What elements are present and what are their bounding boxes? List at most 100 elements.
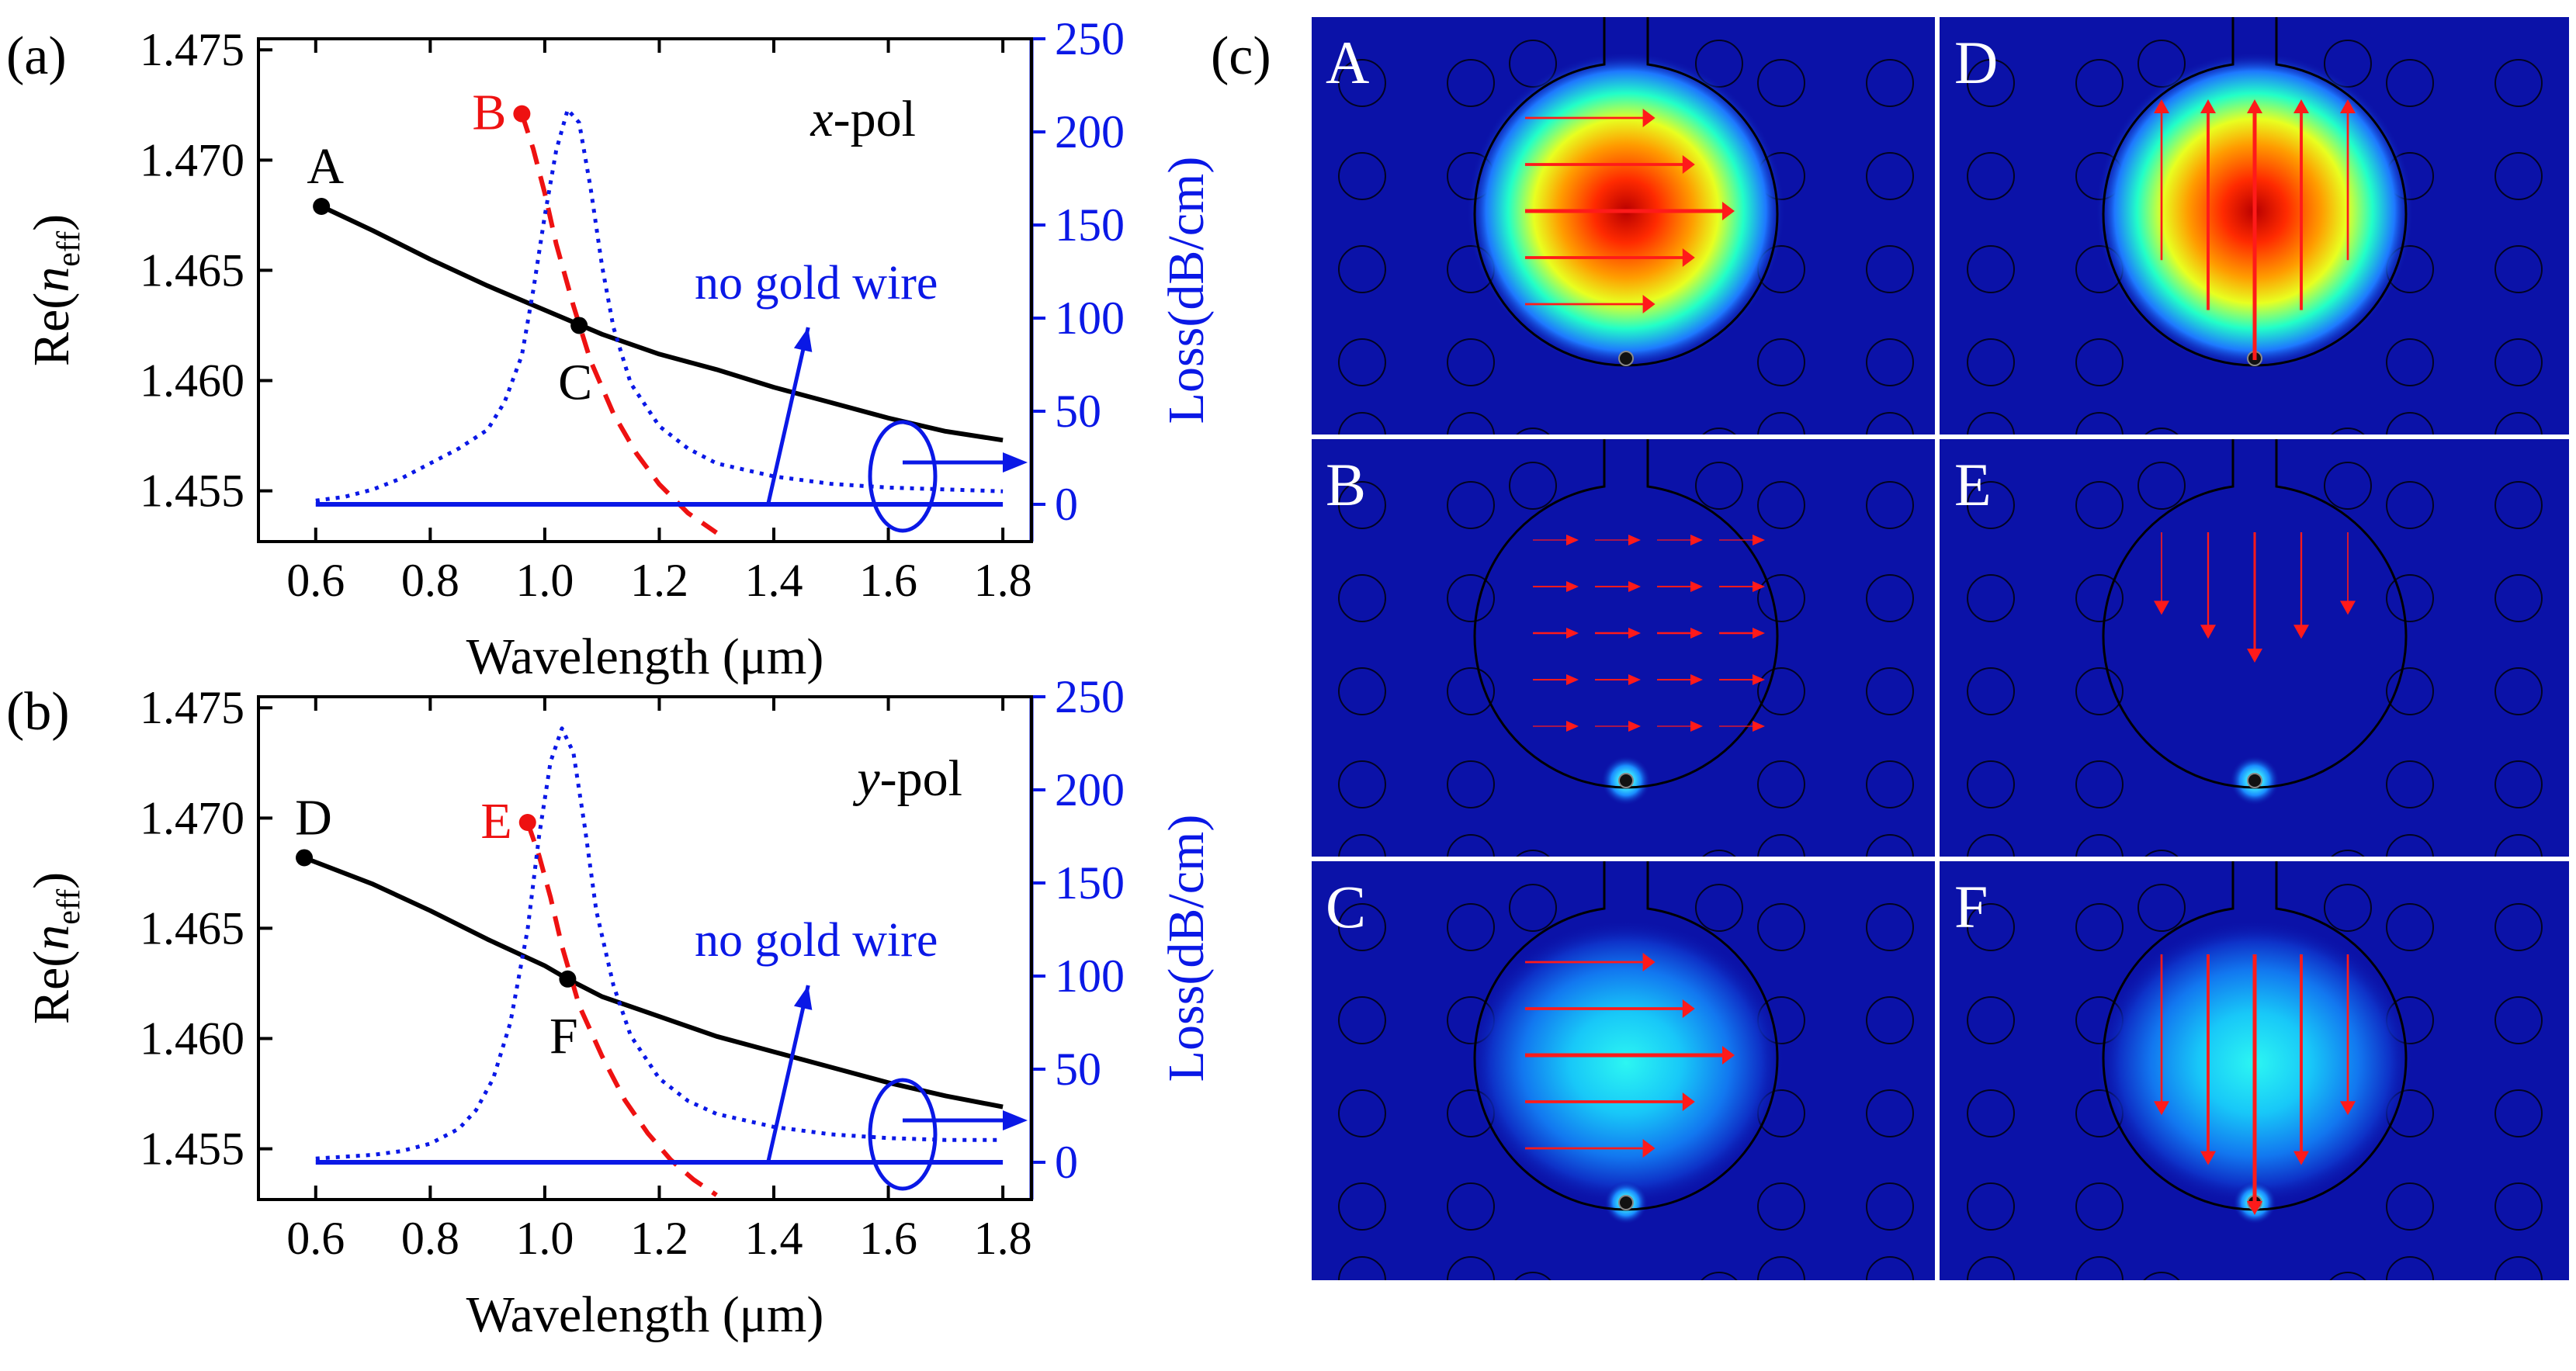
field-arrowhead — [1753, 580, 1765, 593]
air-hole — [1967, 1182, 2015, 1231]
panel-label-c: (c) — [1211, 26, 1271, 86]
air-hole — [2329, 850, 2366, 858]
air-hole — [1757, 903, 1805, 951]
field-arrowhead — [1753, 720, 1765, 732]
field-arrowhead — [1690, 534, 1703, 546]
air-hole — [2386, 1256, 2434, 1280]
air-hole — [1447, 1256, 1495, 1280]
field-arrowhead — [1682, 999, 1695, 1018]
air-hole — [1338, 412, 1386, 436]
chart-a-annotation: no gold wire — [695, 257, 938, 310]
air-hole — [2075, 412, 2124, 436]
field-arrowhead — [2247, 1201, 2262, 1215]
air-hole — [1338, 996, 1386, 1044]
air-hole — [1338, 903, 1386, 951]
field-arrowhead — [2293, 99, 2309, 113]
chart-a-y2-tick-label: 200 — [1055, 106, 1125, 158]
air-hole — [2075, 59, 2124, 107]
field-panel-label-b: B — [1326, 451, 1366, 518]
field-panel-label-d: D — [1954, 29, 1998, 96]
field-arrowhead — [1566, 627, 1579, 639]
air-hole — [2495, 834, 2543, 858]
panel-label-a: (a) — [6, 26, 67, 86]
air-hole — [1967, 903, 2015, 951]
chart-a-y2-tick-label: 50 — [1055, 386, 1101, 437]
field-arrowhead — [1642, 1139, 1656, 1158]
air-hole — [1967, 1256, 2015, 1280]
chart-b-x-axis-label: Wavelength (μm) — [466, 1286, 824, 1343]
field-arrowhead — [1690, 673, 1703, 686]
chart-b-marker-d — [296, 849, 314, 867]
chart-b-x-tick-label: 1.2 — [630, 1213, 688, 1264]
field-arrowhead — [1628, 534, 1641, 546]
air-hole — [2495, 245, 2543, 293]
air-hole — [1514, 428, 1551, 436]
air-hole — [1866, 152, 1914, 200]
field-arrowhead — [1566, 580, 1579, 593]
chart-b-x-tick-label: 1.4 — [745, 1213, 803, 1264]
field-arrowhead — [2340, 99, 2356, 113]
field-panel-content — [1338, 439, 1914, 858]
field-arrowhead — [2200, 99, 2216, 113]
air-hole — [1866, 481, 1914, 529]
air-hole — [1866, 1182, 1914, 1231]
gold-wire — [1618, 351, 1634, 366]
field-arrowhead — [1753, 673, 1765, 686]
field-panel-b: B — [1312, 439, 1940, 858]
air-hole — [1338, 1256, 1386, 1280]
chart-a-axis-indicator-arrowhead — [1003, 452, 1028, 473]
field-panel-label-c: C — [1326, 873, 1366, 940]
chart-a-marker-label-b: B — [472, 85, 506, 141]
chart-b-plot-frame — [257, 695, 1033, 1201]
air-hole — [1514, 1272, 1551, 1280]
air-hole — [1967, 338, 2015, 386]
field-arrowhead — [1722, 202, 1735, 220]
air-hole — [2386, 760, 2434, 808]
field-panel-content — [1967, 17, 2543, 436]
air-hole — [2495, 667, 2543, 715]
field-panel-content — [1967, 439, 2543, 858]
field-arrowhead — [2247, 99, 2262, 113]
field-panel-label-e: E — [1954, 451, 1992, 518]
air-hole — [1447, 667, 1495, 715]
chart-b-x-tick-label: 1.0 — [515, 1213, 574, 1264]
air-hole — [1967, 245, 2015, 293]
field-arrowhead — [2293, 625, 2309, 639]
chart-b-y2-tick-label: 250 — [1055, 671, 1125, 722]
chart-a-right-axis-label: Loss(dB/cm) — [1158, 157, 1215, 424]
chart-a-x-tick-label: 1.4 — [745, 555, 803, 606]
air-hole — [2075, 574, 2124, 622]
air-hole — [2386, 903, 2434, 951]
air-hole — [1967, 834, 2015, 858]
air-hole — [1757, 1256, 1805, 1280]
air-hole — [1967, 481, 2015, 529]
field-distribution-grid: A D B E C F — [1312, 17, 2569, 1280]
chart-b-core-mode-neff-line — [303, 855, 1004, 1110]
air-hole — [2324, 462, 2372, 510]
air-hole — [2495, 412, 2543, 436]
chart-b-annotation-arrowhead — [793, 985, 813, 1010]
air-hole — [1338, 245, 1386, 293]
field-arrowhead — [2154, 1101, 2169, 1116]
field-panel-f: F — [1940, 861, 2569, 1280]
chart-b-y-tick-label: 1.460 — [140, 1013, 244, 1065]
air-hole — [1338, 760, 1386, 808]
chart-a-y-axis-label: Re(neff) — [23, 214, 87, 366]
chart-a-marker-b — [513, 105, 531, 123]
air-hole — [1757, 1182, 1805, 1231]
chart-b-marker-label-e: E — [480, 793, 511, 850]
field-panel-c: C — [1312, 861, 1940, 1280]
air-hole — [1701, 850, 1738, 858]
air-hole — [2324, 884, 2372, 932]
chart-b-axis-indicator-arrowhead — [1003, 1110, 1028, 1130]
air-hole — [2075, 481, 2124, 529]
chart-a-marker-a — [313, 198, 331, 215]
air-hole — [1338, 667, 1386, 715]
chart-a-y-tick-label: 1.460 — [140, 355, 244, 407]
air-hole — [1866, 903, 1914, 951]
air-hole — [1866, 760, 1914, 808]
air-hole — [1967, 1089, 2015, 1137]
chart-a-y-tick-label: 1.470 — [140, 134, 244, 185]
chart-b-marker-label-f: F — [550, 1008, 578, 1065]
